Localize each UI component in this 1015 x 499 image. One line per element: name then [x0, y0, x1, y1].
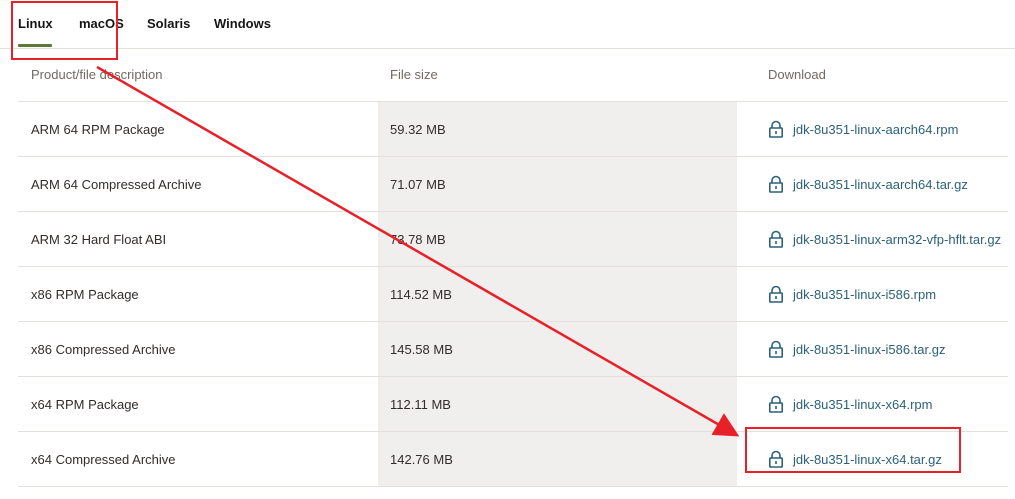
row-download: jdk-8u351-linux-aarch64.tar.gz [737, 157, 1008, 211]
table-row: x86 Compressed Archive 145.58 MB jdk-8u3… [18, 322, 1008, 377]
header-file-size: File size [390, 67, 438, 82]
os-tabs: Linux macOS Solaris Windows [0, 0, 1015, 49]
lock-icon [768, 340, 783, 358]
row-download: jdk-8u351-linux-i586.rpm [737, 267, 1008, 321]
download-filename[interactable]: jdk-8u351-linux-x64.rpm [793, 396, 933, 412]
row-description: ARM 32 Hard Float ABI [31, 231, 167, 247]
row-file-size: 114.52 MB [378, 267, 737, 321]
row-file-size: 142.76 MB [378, 432, 737, 486]
row-file-size: 73.78 MB [378, 212, 737, 266]
row-download: jdk-8u351-linux-i586.tar.gz [737, 322, 1008, 376]
row-description: x86 Compressed Archive [31, 341, 176, 357]
row-description: x64 RPM Package [31, 396, 139, 412]
row-download: jdk-8u351-linux-aarch64.rpm [737, 102, 1008, 156]
download-filename[interactable]: jdk-8u351-linux-x64.tar.gz [793, 451, 942, 467]
download-filename[interactable]: jdk-8u351-linux-aarch64.rpm [793, 121, 959, 137]
lock-icon [768, 450, 783, 468]
download-filename[interactable]: jdk-8u351-linux-arm32-vfp-hflt.tar.gz [793, 231, 1002, 247]
download-filename[interactable]: jdk-8u351-linux-aarch64.tar.gz [793, 176, 968, 192]
header-download: Download [768, 67, 826, 82]
lock-icon [768, 230, 783, 248]
row-description: ARM 64 Compressed Archive [31, 176, 202, 192]
download-link[interactable]: jdk-8u351-linux-i586.rpm [768, 285, 936, 303]
download-filename[interactable]: jdk-8u351-linux-i586.tar.gz [793, 341, 946, 357]
lock-icon [768, 395, 783, 413]
row-file-size: 71.07 MB [378, 157, 737, 211]
table-row: ARM 32 Hard Float ABI 73.78 MB jdk-8u351… [18, 212, 1008, 267]
download-link[interactable]: jdk-8u351-linux-aarch64.tar.gz [768, 175, 968, 193]
row-description: ARM 64 RPM Package [31, 121, 165, 137]
lock-icon [768, 120, 783, 138]
row-description: x86 RPM Package [31, 286, 139, 302]
table-row: x64 RPM Package 112.11 MB jdk-8u351-linu… [18, 377, 1008, 432]
table-row: ARM 64 Compressed Archive 71.07 MB jdk-8… [18, 157, 1008, 212]
download-filename[interactable]: jdk-8u351-linux-i586.rpm [793, 286, 937, 302]
row-description: x64 Compressed Archive [31, 451, 176, 467]
download-link[interactable]: jdk-8u351-linux-x64.tar.gz [768, 450, 942, 468]
row-file-size: 112.11 MB [378, 377, 737, 431]
tab-solaris[interactable]: Solaris [147, 16, 191, 31]
download-link[interactable]: jdk-8u351-linux-x64.rpm [768, 395, 932, 413]
tab-linux[interactable]: Linux [18, 16, 53, 31]
header-description: Product/file description [31, 67, 163, 82]
download-link[interactable]: jdk-8u351-linux-i586.tar.gz [768, 340, 945, 358]
lock-icon [768, 285, 783, 303]
row-download: jdk-8u351-linux-arm32-vfp-hflt.tar.gz [737, 212, 1008, 266]
table-row: x64 Compressed Archive 142.76 MB jdk-8u3… [18, 432, 1008, 487]
tab-macos[interactable]: macOS [79, 16, 124, 31]
table-header: Product/file description File size Downl… [18, 48, 1008, 102]
download-link[interactable]: jdk-8u351-linux-aarch64.rpm [768, 120, 958, 138]
downloads-table: Product/file description File size Downl… [18, 48, 1008, 487]
download-link[interactable]: jdk-8u351-linux-arm32-vfp-hflt.tar.gz [768, 230, 1001, 248]
tab-windows[interactable]: Windows [214, 16, 271, 31]
table-row: ARM 64 RPM Package 59.32 MB jdk-8u351-li… [18, 102, 1008, 157]
active-tab-indicator [18, 44, 52, 47]
row-download: jdk-8u351-linux-x64.rpm [737, 377, 1008, 431]
row-file-size: 59.32 MB [378, 102, 737, 156]
table-row: x86 RPM Package 114.52 MB jdk-8u351-linu… [18, 267, 1008, 322]
row-file-size: 145.58 MB [378, 322, 737, 376]
lock-icon [768, 175, 783, 193]
row-download: jdk-8u351-linux-x64.tar.gz [737, 432, 1008, 486]
